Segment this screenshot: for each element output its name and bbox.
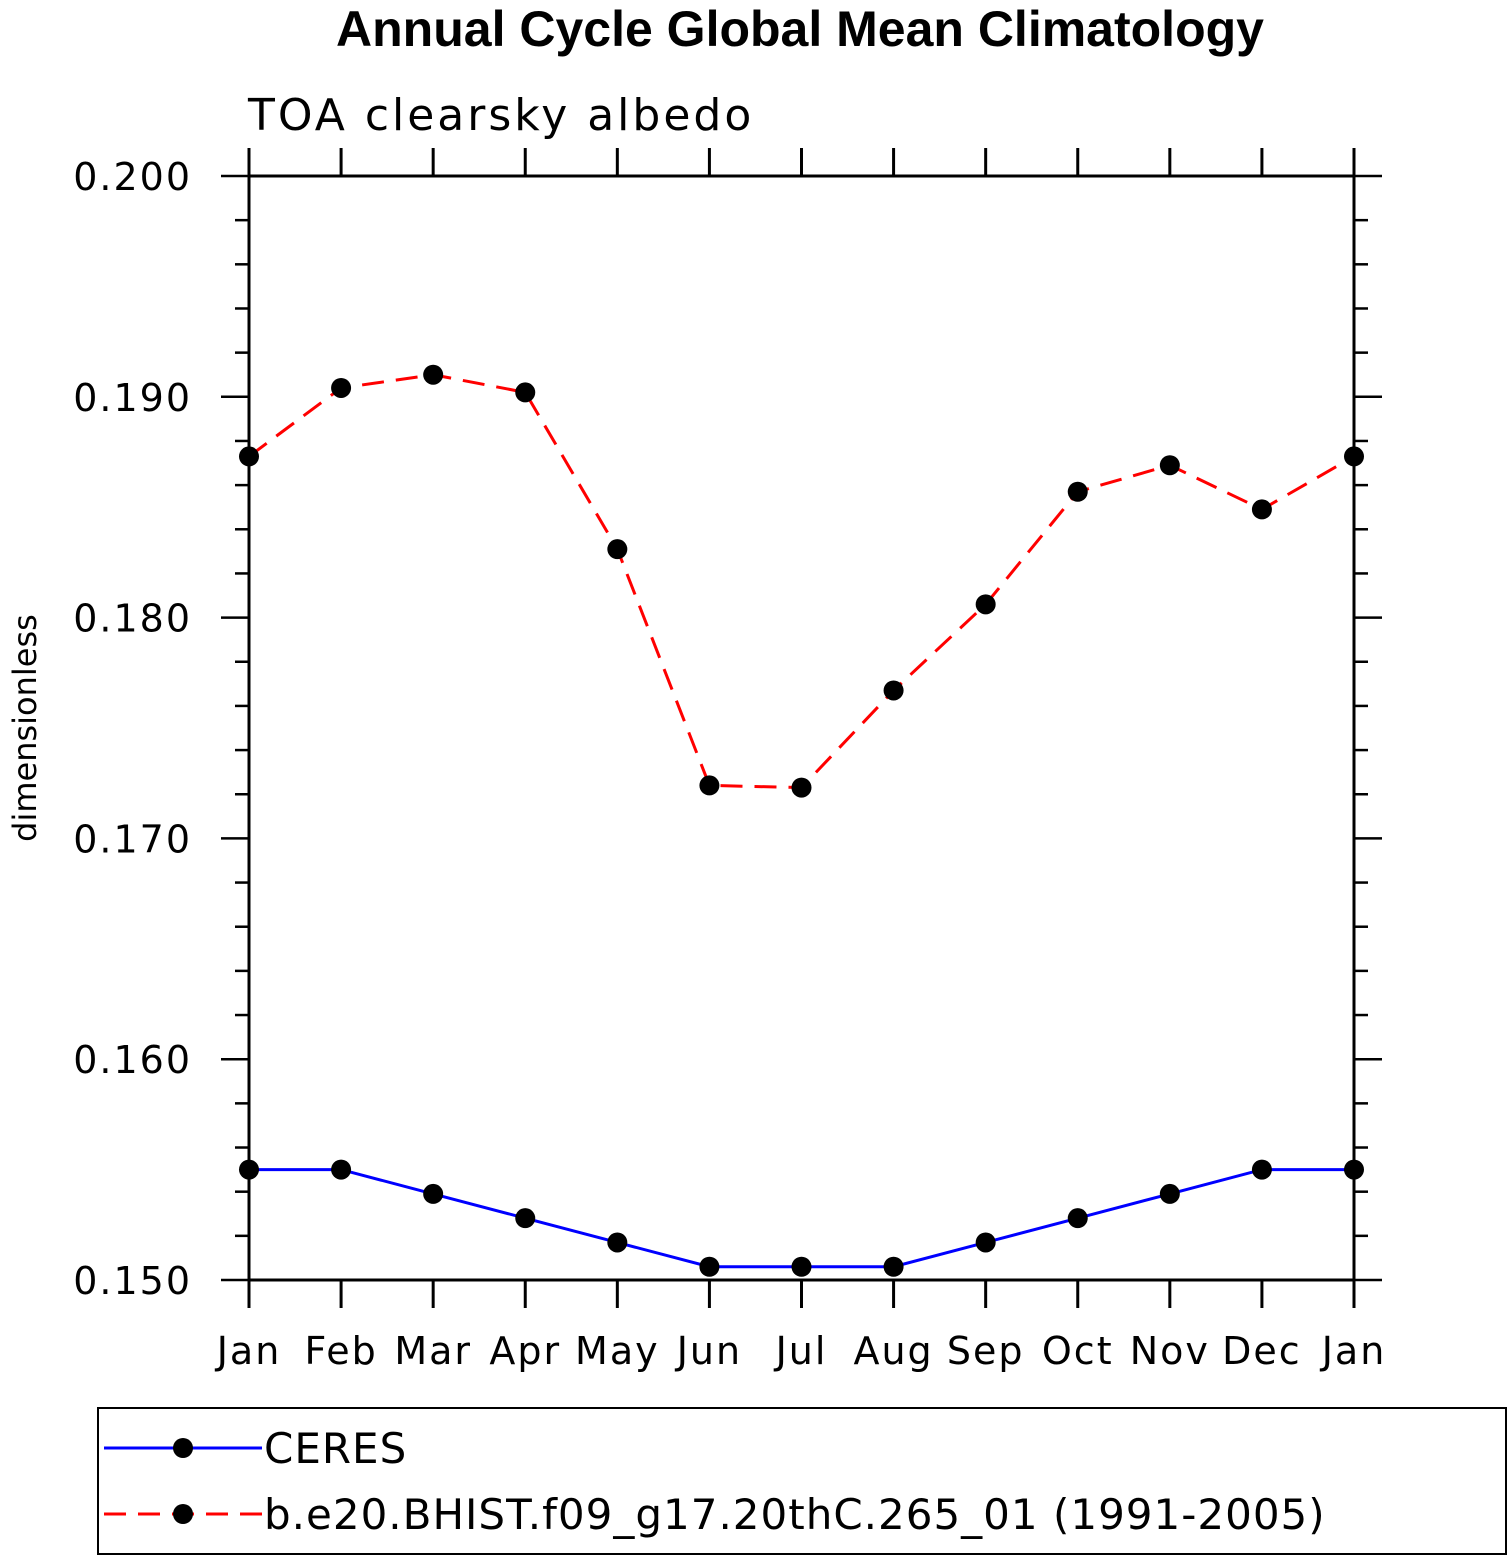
series-1-point	[975, 594, 996, 615]
series-0-point	[239, 1159, 259, 1180]
series-0-point	[1159, 1183, 1180, 1204]
chart-subtitle: TOA clearsky albedo	[247, 90, 754, 141]
x-tick-labels: Jan Feb Mar Apr May Jun Jul Aug Sep Oct Nov Dec Jan	[215, 1329, 1387, 1373]
legend: CERES b.e20.BHIST.f09_g17.20thC.265_01 (1…	[104, 1424, 1326, 1539]
series-1-point	[331, 377, 352, 398]
x-tick-label: Sep	[947, 1329, 1025, 1373]
series-1-point	[1067, 481, 1088, 502]
y-tick-label: 0.170	[73, 817, 192, 861]
series-layer	[239, 364, 1364, 1277]
legend-marker-1	[173, 1504, 193, 1524]
y-tick-label: 0.150	[73, 1259, 192, 1303]
series-line-0	[249, 1168, 1354, 1269]
axis-ticks	[221, 148, 1382, 1308]
plot-frame	[247, 174, 1356, 1282]
series-0-point	[423, 1183, 444, 1204]
x-tick-label: Jan	[1320, 1329, 1387, 1373]
x-tick-label: Jul	[774, 1329, 828, 1373]
chart-title: Annual Cycle Global Mean Climatology	[336, 1, 1264, 57]
series-1-point	[1251, 499, 1272, 520]
series-1-point	[1344, 446, 1364, 467]
y-tick-label: 0.200	[73, 155, 192, 199]
series-1-point	[1159, 455, 1180, 476]
series-0-point	[791, 1256, 812, 1277]
series-1-point	[515, 382, 536, 403]
legend-box	[97, 1407, 1507, 1555]
series-1-point	[791, 777, 812, 798]
legend-label-0: CERES	[264, 1424, 407, 1473]
x-tick-label: Oct	[1042, 1329, 1114, 1373]
x-tick-label: Jan	[215, 1329, 282, 1373]
series-0-point	[1251, 1159, 1272, 1180]
y-axis-label: dimensionless	[6, 614, 44, 842]
series-0-point	[515, 1208, 536, 1229]
series-line-1	[248, 373, 1355, 790]
y-tick-label: 0.160	[73, 1038, 192, 1082]
series-1-point	[883, 680, 904, 701]
legend-label-1: b.e20.BHIST.f09_g17.20thC.265_01 (1991-2…	[264, 1490, 1326, 1539]
x-tick-label: Aug	[853, 1329, 933, 1373]
x-tick-label: May	[575, 1329, 660, 1373]
series-1-point	[607, 539, 628, 560]
x-tick-label: Feb	[304, 1329, 377, 1373]
series-0-point	[699, 1256, 720, 1277]
series-0-point	[331, 1159, 352, 1180]
series-0-point	[883, 1256, 904, 1277]
y-tick-labels: 0.150 0.160 0.170 0.180 0.190 0.200	[73, 155, 192, 1303]
series-1-point	[699, 775, 720, 796]
y-tick-label: 0.190	[73, 376, 192, 420]
x-tick-label: Nov	[1130, 1329, 1210, 1373]
x-tick-label: Mar	[394, 1329, 472, 1373]
series-1-point	[239, 446, 259, 467]
series-0-point	[975, 1232, 996, 1253]
y-tick-label: 0.180	[73, 597, 192, 641]
series-0-point	[1344, 1159, 1364, 1180]
series-1-point	[423, 364, 444, 385]
series-0-point	[607, 1232, 628, 1253]
x-tick-label: Jun	[675, 1329, 742, 1373]
x-tick-label: Dec	[1222, 1329, 1302, 1373]
series-0-point	[1067, 1208, 1088, 1229]
x-tick-label: Apr	[489, 1329, 561, 1373]
legend-marker-0	[173, 1438, 193, 1458]
